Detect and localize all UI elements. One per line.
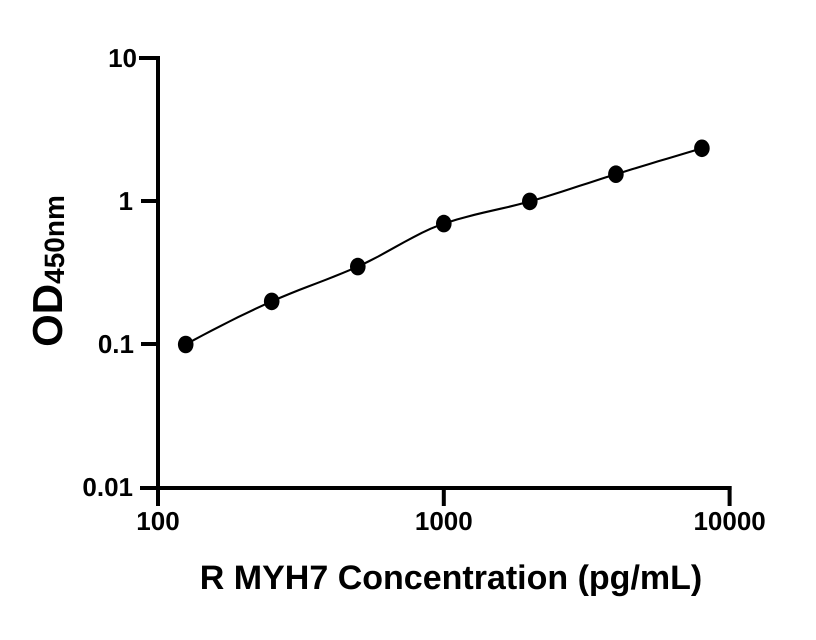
svg-text:1: 1 — [119, 186, 133, 216]
svg-text:10: 10 — [108, 43, 137, 73]
svg-text:0.1: 0.1 — [98, 329, 134, 359]
svg-text:R MYH7 Concentration (pg/mL): R MYH7 Concentration (pg/mL) — [200, 559, 702, 597]
svg-text:1000: 1000 — [415, 506, 473, 536]
svg-text:0.01: 0.01 — [82, 472, 133, 502]
svg-text:100: 100 — [136, 506, 179, 536]
svg-text:10000: 10000 — [693, 506, 765, 536]
